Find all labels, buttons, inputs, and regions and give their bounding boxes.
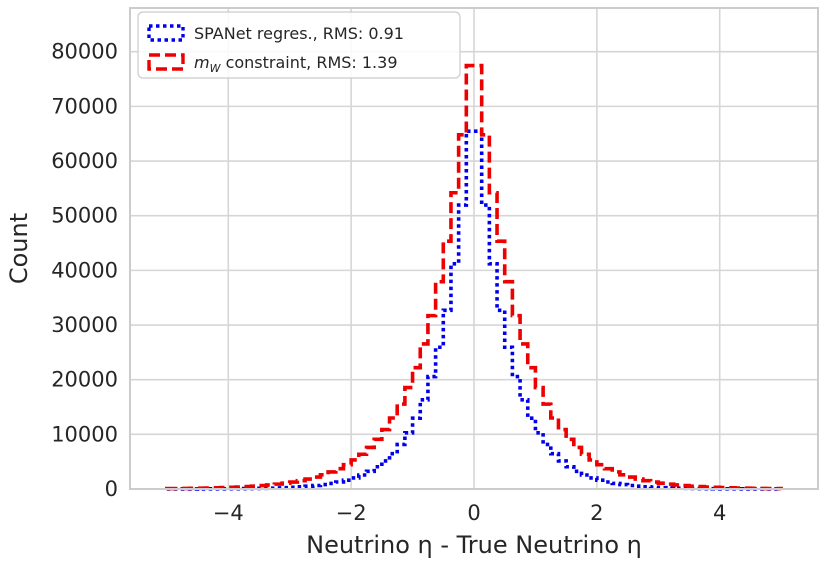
y-tick-label: 0 [105,477,118,501]
legend-label: SPANet regres., RMS: 0.91 [194,24,404,43]
x-tick-labels: −4 −2 0 2 4 [213,501,727,525]
y-tick-label: 80000 [51,40,118,64]
legend: SPANet regres., RMS: 0.91 mW constraint, … [137,11,461,79]
series-mw-constraint-line [165,63,783,491]
x-tick-label: 4 [713,501,726,525]
plot-area-border [129,7,819,490]
y-tick-label: 10000 [51,422,118,446]
legend-swatch-mw-constraint [147,53,185,71]
x-axis-title: Neutrino η - True Neutrino η [306,531,642,559]
x-tick-label: −4 [213,501,244,525]
y-tick-label: 50000 [51,204,118,228]
y-tick-label: 40000 [51,258,118,282]
y-tick-label: 60000 [51,149,118,173]
x-tick-label: −2 [336,501,367,525]
y-tick-label: 20000 [51,368,118,392]
y-tick-labels: 0 10000 20000 30000 40000 50000 60000 70000 8000… [51,40,118,501]
x-tick-label: 2 [590,501,603,525]
legend-label: mW constraint, RMS: 1.39 [194,53,398,75]
legend-box [137,11,461,79]
y-axis-title: Count [5,213,33,284]
legend-swatch-spanet-regression [147,24,185,42]
x-tick-label: 0 [467,501,480,525]
grid-lines [130,8,818,490]
y-tick-label: 30000 [51,313,118,337]
y-tick-label: 70000 [51,94,118,118]
axes-frame [129,7,819,490]
